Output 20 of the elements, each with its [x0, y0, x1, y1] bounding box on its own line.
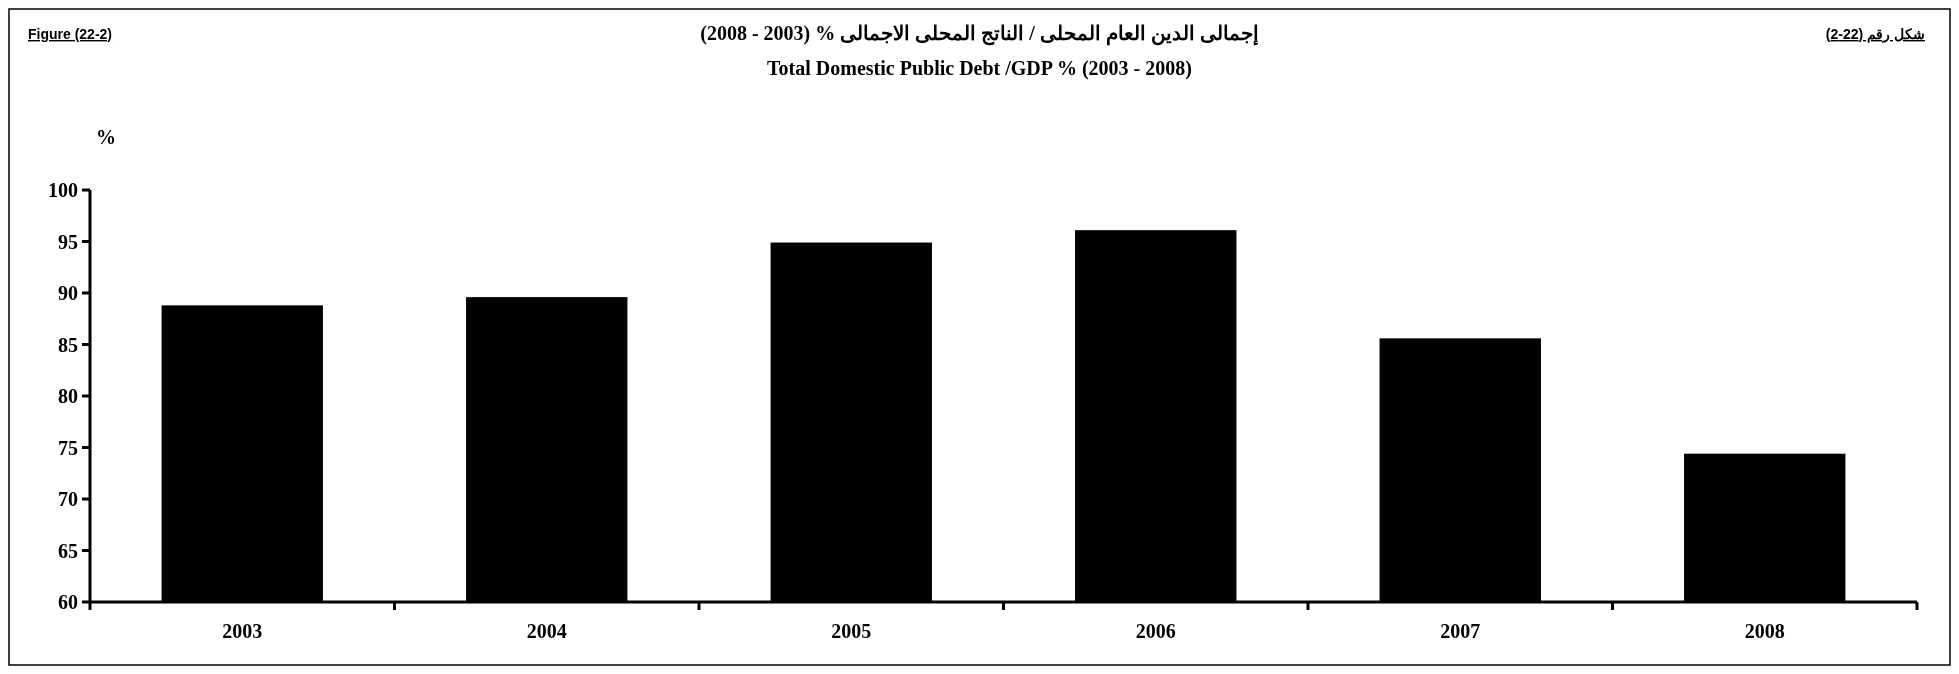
chart-subtitle: Total Domestic Public Debt /GDP % (2003 - 2008) [767, 57, 1192, 80]
y-tick-label: 70 [58, 488, 78, 510]
text: شكل رقم (22-2) [1825, 26, 1925, 43]
x-tick-label: 2006 [1135, 620, 1176, 642]
y-tick-label: 85 [58, 333, 78, 356]
y-tick-label: 75 [58, 436, 78, 459]
x-tick-label: 2003 [222, 620, 263, 642]
chart-title: إجمالى الدين العام المحلى / الناتج المحلى الاجمالى % (2003 - 2008) [700, 22, 1259, 46]
y-tick-label: 65 [58, 539, 78, 562]
y-tick-label: 90 [58, 282, 78, 304]
y-axis-title: % [96, 126, 116, 148]
x-tick-label: 2007 [1440, 620, 1481, 642]
y-tick-label: 60 [58, 591, 78, 613]
y-tick-label: 100 [48, 179, 78, 201]
y-tick-label: 80 [58, 385, 78, 407]
y-tick-label: 95 [58, 230, 78, 253]
x-tick-label: 2005 [831, 620, 872, 642]
x-tick-label: 2008 [1744, 620, 1785, 642]
text: Figure (22-2) [28, 26, 113, 42]
x-tick-label: 2004 [526, 620, 567, 642]
